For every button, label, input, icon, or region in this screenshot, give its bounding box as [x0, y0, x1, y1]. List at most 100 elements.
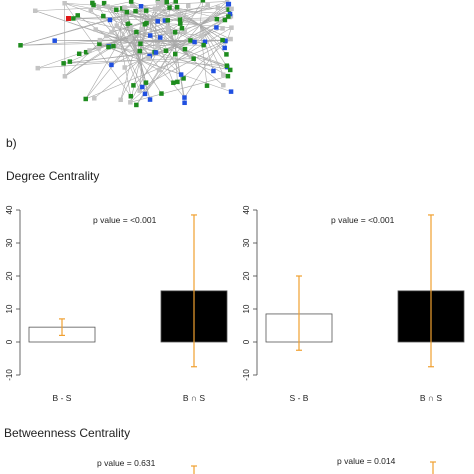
- error-bar: [296, 275, 302, 351]
- network-node: [128, 0, 134, 4]
- network-node: [133, 8, 138, 14]
- network-node: [107, 17, 113, 23]
- network-node: [62, 74, 68, 79]
- network-node: [147, 97, 153, 102]
- error-bar: [428, 214, 434, 368]
- category-label: S - B: [290, 393, 309, 403]
- network-node: [222, 45, 227, 51]
- p-value-annotation: p value = <0.001: [331, 215, 395, 225]
- network-node: [214, 25, 219, 30]
- network-node: [174, 4, 180, 10]
- network-node: [125, 21, 131, 26]
- network-node: [114, 7, 119, 13]
- category-label: B ∩ S: [420, 393, 443, 403]
- network-node: [35, 65, 41, 71]
- network-node: [228, 89, 234, 94]
- network-node: [229, 6, 234, 12]
- network-node: [179, 26, 185, 31]
- network-node: [105, 4, 110, 9]
- network-node: [52, 38, 57, 43]
- betweenness-left-pvalue: p value = 0.631: [97, 458, 156, 468]
- y-tick-label: 40: [5, 205, 14, 214]
- category-label: B - S: [53, 393, 72, 403]
- network-graph: [18, 0, 234, 108]
- network-node: [177, 17, 183, 22]
- network-node: [91, 2, 96, 8]
- network-node: [87, 48, 92, 53]
- network-node-highlight: [66, 16, 71, 21]
- network-node: [67, 59, 73, 64]
- network-node: [75, 13, 80, 18]
- network-node: [162, 18, 168, 23]
- network-node: [222, 38, 228, 43]
- network-node: [224, 63, 230, 68]
- network-node: [131, 83, 136, 88]
- network-node: [201, 42, 206, 48]
- network-node: [109, 29, 114, 35]
- network-node: [158, 35, 163, 40]
- network-node: [222, 17, 228, 23]
- y-tick-label: 30: [242, 238, 251, 247]
- degree-plot-b-minus-s: -10 0 10 20 30 40 B - S B ∩ S p value = <0.001: [5, 205, 228, 403]
- network-node: [96, 46, 101, 51]
- network-node: [228, 36, 233, 42]
- network-node: [173, 51, 178, 57]
- network-node: [176, 13, 182, 18]
- network-node: [101, 13, 106, 19]
- network-node: [225, 73, 231, 79]
- network-node: [83, 49, 89, 55]
- y-tick-label: -10: [242, 369, 251, 381]
- network-node: [226, 7, 231, 12]
- network-node: [165, 18, 171, 23]
- network-node: [128, 100, 133, 105]
- network-node: [157, 6, 162, 11]
- p-value-annotation: p value = <0.001: [93, 215, 157, 225]
- network-node: [205, 3, 210, 8]
- network-node: [143, 80, 149, 85]
- network-node: [182, 95, 187, 100]
- network-node: [163, 48, 169, 54]
- y-tick-label: 30: [5, 238, 14, 247]
- network-node: [101, 0, 107, 6]
- network-node: [221, 72, 226, 77]
- network-node: [61, 61, 66, 66]
- network-node: [97, 41, 102, 47]
- network-node: [182, 29, 187, 34]
- network-node: [226, 1, 232, 7]
- network-node: [155, 19, 160, 24]
- network-node: [191, 56, 196, 61]
- network-nodes: [18, 0, 234, 108]
- error-bar: [59, 318, 65, 336]
- network-node: [220, 26, 225, 31]
- network-node: [128, 93, 134, 99]
- network-node: [93, 27, 98, 32]
- network-node: [224, 52, 229, 57]
- y-tick-label: -10: [5, 369, 14, 381]
- network-node: [227, 11, 233, 17]
- panel-label: b): [6, 136, 17, 150]
- network-node: [124, 9, 130, 15]
- network-node: [32, 8, 38, 14]
- network-node: [204, 83, 210, 88]
- network-node: [109, 62, 114, 68]
- betweenness-centrality-title: Betweenness Centrality: [4, 426, 130, 440]
- network-node: [137, 48, 143, 54]
- network-node: [140, 84, 145, 90]
- error-bar: [430, 461, 436, 474]
- network-node: [62, 0, 67, 6]
- network-node: [202, 39, 208, 45]
- network-node: [214, 16, 220, 22]
- network-node: [188, 38, 193, 43]
- network-node: [83, 96, 88, 102]
- network-node: [114, 23, 120, 28]
- network-node: [152, 6, 158, 11]
- network-node: [111, 43, 116, 49]
- network-node: [142, 22, 148, 27]
- network-node: [103, 33, 109, 39]
- network-node: [18, 43, 23, 48]
- network-node: [156, 67, 162, 73]
- network-node: [106, 44, 111, 50]
- network-node: [155, 43, 160, 49]
- error-bar: [191, 214, 197, 368]
